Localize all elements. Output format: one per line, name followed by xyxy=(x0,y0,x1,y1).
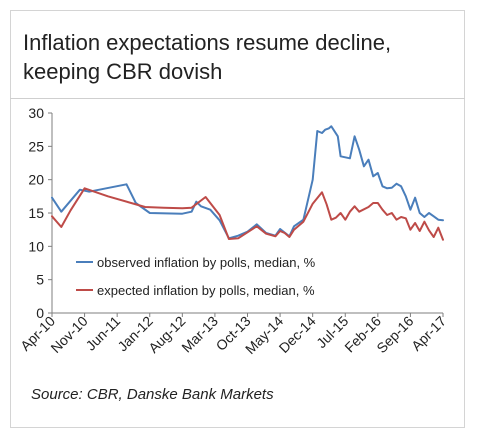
y-tick-label: 20 xyxy=(28,172,44,188)
y-tick-label: 5 xyxy=(36,272,44,288)
x-tick-label: Apr-17 xyxy=(408,313,449,354)
x-tick-label: Sep-16 xyxy=(373,313,416,356)
y-tick-label: 10 xyxy=(28,238,44,254)
x-tick-label: Mar-13 xyxy=(178,313,221,356)
observed-inflation-line xyxy=(51,125,444,240)
legend-label-expected: expected inflation by polls, median, % xyxy=(97,283,315,298)
y-tick-label: 0 xyxy=(36,305,44,321)
chart-title-line-2: keeping CBR dovish xyxy=(23,59,223,84)
chart-title-line-1: Inflation expectations resume decline, xyxy=(23,30,392,55)
y-tick-label: 30 xyxy=(28,105,44,121)
expected-inflation-line xyxy=(51,187,444,241)
chart-panel xyxy=(10,10,465,428)
y-tick-label: 15 xyxy=(28,205,44,221)
x-tick-label: Jun-11 xyxy=(82,313,123,354)
x-tick-label: Nov-10 xyxy=(47,313,90,356)
legend-label-observed: observed inflation by polls, median, % xyxy=(97,255,316,270)
x-tick-label: Aug-12 xyxy=(145,313,188,356)
x-tick-label: Dec-14 xyxy=(276,313,319,356)
source-note: Source: CBR, Danske Bank Markets xyxy=(31,386,274,403)
chart-title: Inflation expectations resume decline, k… xyxy=(23,28,463,86)
y-tick-label: 25 xyxy=(28,138,44,154)
title-divider xyxy=(10,98,465,99)
